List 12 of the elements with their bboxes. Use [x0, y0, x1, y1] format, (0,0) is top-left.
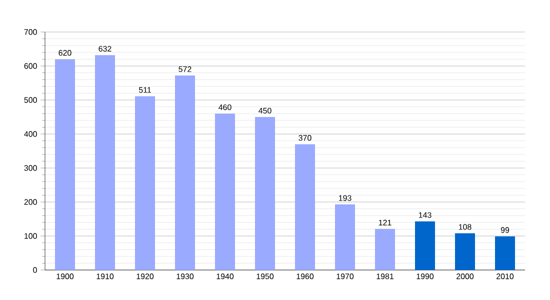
bar	[255, 117, 276, 270]
bar	[495, 236, 516, 270]
bar	[135, 96, 156, 270]
bar	[455, 233, 476, 270]
bar	[335, 204, 356, 270]
bar	[375, 228, 396, 270]
bar	[175, 76, 196, 270]
bar	[215, 114, 236, 270]
bar	[55, 59, 75, 270]
bar	[415, 221, 436, 270]
bar	[295, 144, 316, 270]
bar	[95, 55, 115, 270]
